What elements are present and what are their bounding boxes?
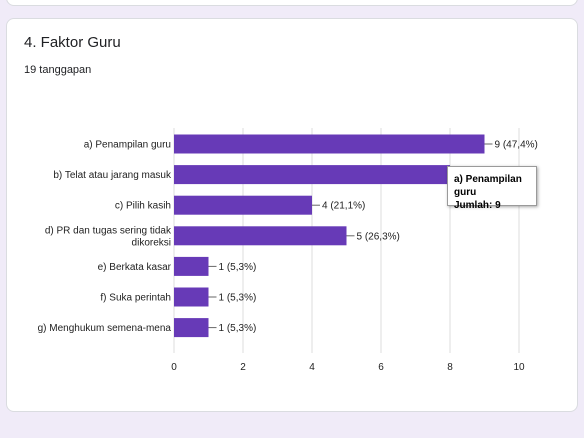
bar — [174, 226, 347, 246]
data-label: 1 (5,3%) — [219, 293, 257, 304]
chart-tooltip: a) Penampilan guru Jumlah: 9 — [447, 166, 537, 211]
x-tick-label: 4 — [309, 362, 315, 373]
category-label: e) Berkata kasar — [98, 262, 172, 273]
bar — [174, 287, 209, 307]
category-label: c) Pilih kasih — [115, 201, 171, 212]
x-tick-label: 0 — [171, 362, 177, 373]
x-tick-label: 2 — [240, 362, 246, 373]
bar — [174, 165, 450, 185]
data-label: 5 (26,3%) — [357, 231, 400, 242]
tooltip-label: a) Penampilan guru — [454, 174, 522, 198]
question-title: 4. Faktor Guru — [24, 34, 121, 51]
x-tick-label: 10 — [513, 362, 525, 373]
x-tick-label: 6 — [378, 362, 384, 373]
bar — [174, 318, 209, 338]
tooltip-value: Jumlah: 9 — [454, 200, 501, 211]
question-card — [6, 18, 578, 412]
data-label: 9 (47,4%) — [495, 140, 538, 151]
category-label: dikoreksi — [132, 237, 171, 248]
category-label: a) Penampilan guru — [84, 140, 171, 151]
category-label: f) Suka perintah — [100, 293, 171, 304]
bar — [174, 256, 209, 276]
x-tick-label: 8 — [447, 362, 453, 373]
bar — [174, 195, 312, 215]
category-label: d) PR dan tugas sering tidak — [45, 225, 172, 236]
bar — [174, 134, 485, 154]
response-count: 19 tanggapan — [24, 64, 92, 76]
category-label: g) Menghukum semena-mena — [38, 323, 172, 334]
data-label: 4 (21,1%) — [322, 201, 365, 212]
category-label: b) Telat atau jarang masuk — [53, 170, 172, 181]
data-label: 1 (5,3%) — [219, 262, 257, 273]
data-label: 1 (5,3%) — [219, 323, 257, 334]
